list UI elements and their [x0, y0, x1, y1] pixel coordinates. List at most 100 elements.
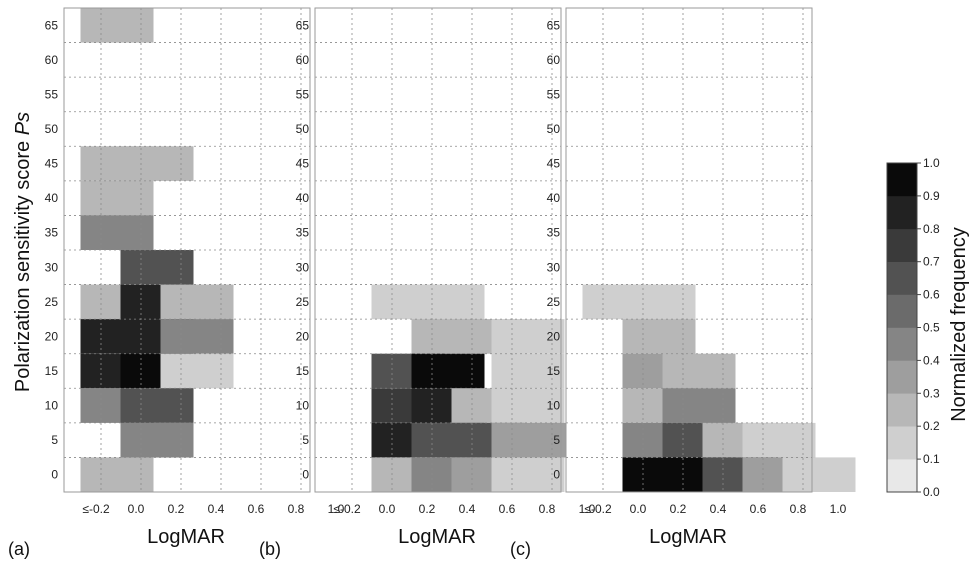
colorbar-segment — [887, 195, 917, 230]
colorbar-tick-label: 0.1 — [923, 452, 940, 466]
colorbar-tick-label: 0.7 — [923, 255, 940, 269]
colorbar-segment — [887, 327, 917, 361]
colorbar-segment — [887, 261, 917, 295]
y-tick-label: 35 — [296, 226, 310, 240]
x-tick-label: 1.0 — [328, 502, 345, 516]
y-tick-label: 40 — [547, 191, 561, 205]
colorbar-segment — [887, 426, 917, 460]
colorbar-tick-label: 0.0 — [923, 485, 940, 499]
y-tick-label: 10 — [45, 399, 59, 413]
x-tick-label: 1.0 — [830, 502, 847, 516]
heatmap-cell — [160, 284, 234, 320]
y-tick-label: 10 — [547, 399, 561, 413]
colorbar-tick-label: 0.9 — [923, 189, 940, 203]
y-tick-label: 25 — [296, 295, 310, 309]
colorbar-tick-label: 0.8 — [923, 222, 940, 236]
heatmap-cell — [160, 319, 234, 354]
x-tick-label: ≤-0.2 — [333, 502, 361, 516]
x-tick-label: ≤-0.2 — [584, 502, 612, 516]
y-tick-label: 30 — [296, 260, 310, 274]
y-tick-label: 60 — [45, 53, 59, 67]
y-tick-label: 0 — [553, 468, 560, 482]
heatmap-cell — [80, 8, 154, 43]
heatmap-cell — [662, 353, 736, 389]
y-tick-label: 50 — [45, 122, 59, 136]
x-axis-title: LogMAR — [398, 526, 476, 548]
y-tick-label: 5 — [51, 433, 58, 447]
x-tick-label: 1.0 — [579, 502, 596, 516]
colorbar-tick-label: 0.4 — [923, 353, 940, 367]
panel-label: (b) — [259, 539, 281, 559]
heatmap-cell — [622, 284, 696, 320]
y-tick-label: 55 — [296, 87, 310, 101]
y-tick-label: 20 — [547, 329, 561, 343]
x-axis-title: LogMAR — [649, 526, 727, 548]
x-tick-label: 0.4 — [208, 502, 225, 516]
colorbar-segment — [887, 163, 917, 197]
heatmap-cell — [120, 250, 194, 285]
y-tick-label: 35 — [547, 226, 561, 240]
colorbar-tick-label: 1.0 — [923, 156, 940, 170]
x-tick-label: 0.8 — [790, 502, 807, 516]
heatmap-cell — [160, 353, 234, 389]
y-tick-label: 60 — [296, 53, 310, 67]
y-tick-label: 0 — [302, 468, 309, 482]
y-tick-label: 40 — [45, 191, 59, 205]
y-axis-title: Polarization sensitivity score Ps — [12, 112, 34, 392]
plot-frame — [63, 7, 311, 493]
panel-c: 0 5 10 15 20 25 30 35 40 45 50 55 60 65 ≤-0.2 0.0 0.2 0.4… — [510, 7, 856, 559]
y-tick-label: 50 — [547, 122, 561, 136]
heatmap-cell — [120, 422, 194, 458]
y-tick-label: 15 — [45, 364, 59, 378]
heatmap-cell — [662, 388, 736, 423]
y-tick-label: 15 — [547, 364, 561, 378]
colorbar-segment — [887, 228, 917, 262]
plot-frame — [565, 7, 813, 493]
x-tick-label: 0.6 — [499, 502, 516, 516]
y-tick-label: 55 — [547, 87, 561, 101]
x-tick-label: 0.4 — [710, 502, 727, 516]
y-tick-label: 30 — [547, 260, 561, 274]
heatmap-cell — [80, 215, 154, 250]
x-tick-label: 0.6 — [750, 502, 767, 516]
colorbar-segment — [887, 393, 917, 427]
heatmap-cell — [80, 457, 154, 492]
heatmap-cell — [120, 146, 194, 181]
colorbar-tick-label: 0.5 — [923, 321, 940, 335]
colorbar-tick-label: 0.3 — [923, 386, 940, 400]
y-tick-label: 35 — [45, 226, 59, 240]
y-tick-label: 20 — [45, 329, 59, 343]
x-tick-label: 0.2 — [670, 502, 687, 516]
y-tick-label: 50 — [296, 122, 310, 136]
plot-frame — [314, 7, 562, 493]
y-tick-label: 30 — [45, 260, 59, 274]
panel-label: (a) — [8, 539, 30, 559]
x-tick-label: 0.0 — [128, 502, 145, 516]
y-tick-label: 25 — [547, 295, 561, 309]
x-tick-label: 0.0 — [630, 502, 647, 516]
y-tick-label: 65 — [547, 18, 561, 32]
y-tick-label: 40 — [296, 191, 310, 205]
heatmap-cell — [742, 422, 816, 458]
x-tick-label: 0.8 — [539, 502, 556, 516]
x-tick-label: 0.2 — [419, 502, 436, 516]
heatmap-cell — [80, 180, 154, 216]
y-tick-label: 5 — [302, 433, 309, 447]
y-tick-label: 45 — [547, 157, 561, 171]
heatmap-cell — [411, 353, 485, 389]
y-tick-label: 60 — [547, 53, 561, 67]
colorbar-segment — [887, 360, 917, 394]
heatmap-cell — [120, 388, 194, 423]
x-tick-label: 0.0 — [379, 502, 396, 516]
colorbar-tick-label: 0.2 — [923, 419, 940, 433]
heatmap-cell — [782, 457, 856, 492]
y-tick-label: 55 — [45, 87, 59, 101]
heatmap-cell — [622, 319, 696, 354]
colorbar-title: Normalized frequency — [948, 227, 970, 422]
x-axis-title: LogMAR — [147, 526, 225, 548]
colorbar-segment — [887, 459, 917, 493]
y-tick-label: 45 — [296, 157, 310, 171]
x-tick-label: 0.6 — [248, 502, 265, 516]
